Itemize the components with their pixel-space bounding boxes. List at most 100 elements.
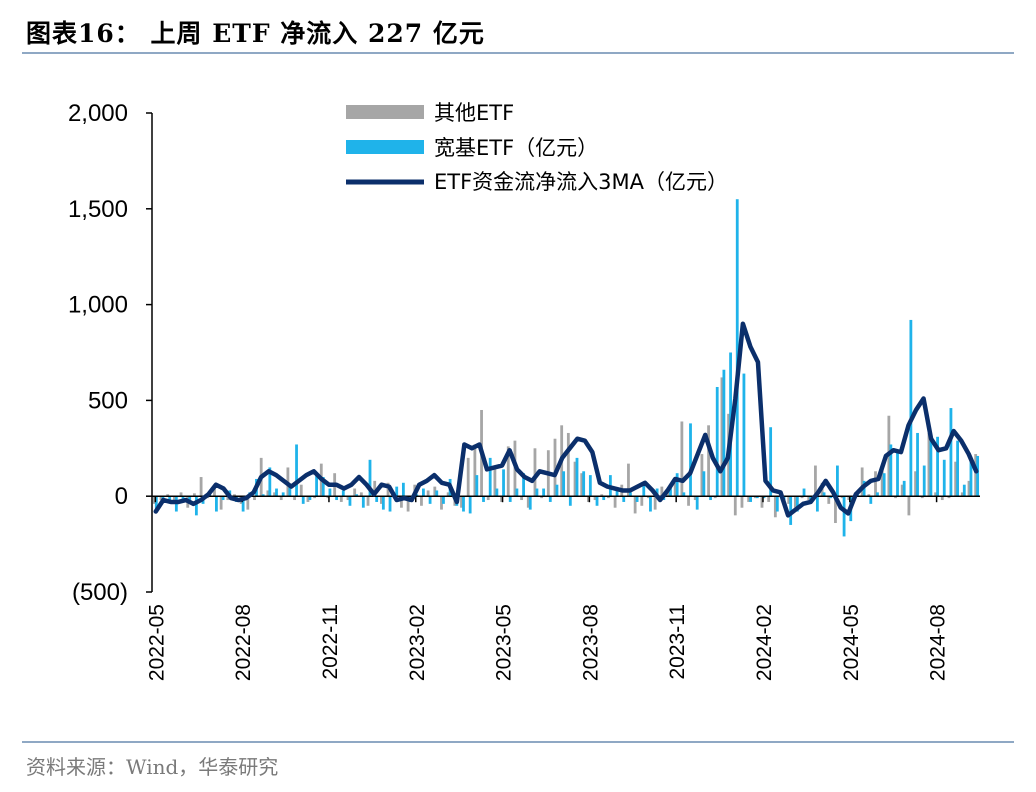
bar-broad-etf <box>715 386 719 497</box>
bar-other-etf <box>172 496 176 502</box>
bar-broad-etf <box>508 496 512 502</box>
bar-other-etf <box>827 496 831 504</box>
bar-broad-etf <box>168 496 172 501</box>
bar-other-etf <box>253 496 256 501</box>
bar-broad-etf <box>709 496 712 501</box>
bar-other-etf <box>954 461 958 497</box>
bar-other-etf <box>293 496 296 501</box>
bar-other-etf <box>700 454 704 497</box>
bar-broad-etf <box>308 496 312 501</box>
y-tick-label: 1,500 <box>68 196 128 223</box>
bar-broad-etf <box>702 471 706 497</box>
bar-other-etf <box>940 496 944 501</box>
bar-broad-etf <box>548 496 552 502</box>
bar-broad-etf <box>809 496 813 501</box>
bar-other-etf <box>346 496 350 501</box>
bar-other-etf <box>740 496 744 508</box>
bar-broad-etf <box>328 488 332 497</box>
bar-other-etf <box>707 425 710 497</box>
bar-other-etf <box>326 496 330 499</box>
bar-broad-etf <box>488 457 492 497</box>
bar-other-etf <box>379 496 383 504</box>
bar-other-etf <box>687 496 690 506</box>
bar-broad-etf <box>368 459 372 497</box>
bar-broad-etf <box>315 473 318 497</box>
bar-other-etf <box>486 496 490 501</box>
bar-broad-etf <box>602 496 606 501</box>
bar-broad-etf <box>936 436 939 497</box>
bar-other-etf <box>660 486 664 497</box>
bar-other-etf <box>213 484 216 497</box>
bar-broad-etf <box>775 496 779 512</box>
bar-other-etf <box>960 492 964 497</box>
bar-other-etf <box>586 496 590 502</box>
bar-broad-etf <box>922 465 926 497</box>
bar-other-etf <box>894 496 897 499</box>
bar-broad-etf <box>655 488 659 497</box>
bar-broad-etf <box>949 408 953 497</box>
bar-broad-etf <box>295 444 298 497</box>
bar-other-etf <box>640 496 644 506</box>
bar-broad-etf <box>649 496 652 512</box>
bar-broad-etf <box>415 494 419 497</box>
bar-other-etf <box>299 484 303 497</box>
bar-other-etf <box>733 496 737 516</box>
bar-broad-etf <box>635 496 639 502</box>
bar-other-etf <box>193 493 196 497</box>
bar-broad-etf <box>535 488 539 497</box>
bar-other-etf <box>199 477 203 497</box>
bar-other-etf <box>226 496 230 501</box>
bar-broad-etf <box>902 480 906 497</box>
x-tick-label: 2022-11 <box>319 604 342 680</box>
bar-broad-etf <box>675 473 679 497</box>
source-rule <box>22 741 1014 743</box>
bar-other-etf <box>339 496 343 502</box>
bar-broad-etf <box>762 496 766 499</box>
bar-broad-etf <box>568 496 572 506</box>
bar-other-etf <box>814 465 817 497</box>
bar-other-etf <box>787 496 791 504</box>
bar-other-etf <box>907 496 911 516</box>
bar-broad-etf <box>695 496 699 510</box>
y-tick-label: 500 <box>88 387 128 414</box>
bar-broad-etf <box>889 444 893 497</box>
bar-other-etf <box>920 496 924 499</box>
bar-other-etf <box>313 496 317 499</box>
bar-broad-etf <box>916 432 919 497</box>
bar-other-etf <box>653 496 657 510</box>
bar-broad-etf <box>361 496 365 508</box>
bar-other-etf <box>493 469 497 497</box>
bar-broad-etf <box>261 494 265 497</box>
bar-broad-etf <box>522 473 525 497</box>
bar-broad-etf <box>802 488 806 497</box>
bar-other-etf <box>974 454 978 497</box>
bar-other-etf <box>760 496 764 508</box>
bar-other-etf <box>533 448 537 497</box>
bar-broad-etf <box>815 496 819 512</box>
bar-broad-etf <box>482 496 485 502</box>
bar-broad-etf <box>381 496 385 510</box>
bar-other-etf <box>553 438 557 497</box>
bar-other-etf <box>607 496 610 499</box>
bar-other-etf <box>580 473 584 497</box>
bar-other-etf <box>793 496 797 508</box>
bar-other-etf <box>847 496 851 501</box>
bar-other-etf <box>279 496 283 501</box>
bar-broad-etf <box>822 492 826 497</box>
bar-other-etf <box>747 496 751 502</box>
x-tick-label: 2022-08 <box>232 604 255 681</box>
bar-other-etf <box>426 490 430 497</box>
bar-other-etf <box>947 496 951 499</box>
bar-other-etf <box>540 496 544 499</box>
legend: 其他ETF 宽基ETF（亿元） ETF资金流净流入3MA（亿元） <box>346 101 728 194</box>
bar-broad-etf <box>288 486 292 497</box>
bars-layer <box>152 199 980 537</box>
bar-other-etf <box>353 488 357 497</box>
bar-broad-etf <box>896 450 899 497</box>
bar-broad-etf <box>682 492 686 497</box>
bar-other-etf <box>600 494 604 497</box>
x-tick-label: 2023-05 <box>493 604 516 681</box>
bar-other-etf <box>900 484 904 497</box>
bar-broad-etf <box>555 484 559 497</box>
bar-broad-etf <box>515 488 519 497</box>
